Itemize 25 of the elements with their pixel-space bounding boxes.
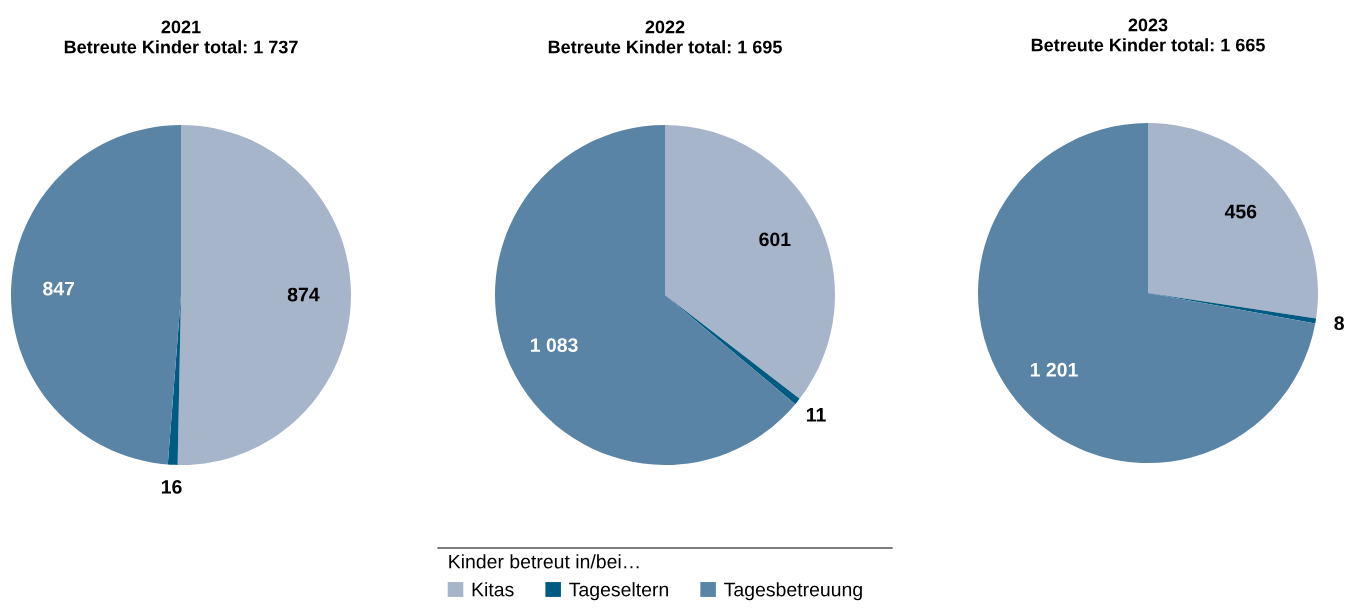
data-label: 11 (806, 408, 826, 422)
data-label: 1 083 (530, 338, 578, 352)
legend-label: Kitas (472, 582, 514, 597)
data-label: 1 201 (1030, 362, 1078, 377)
chart-subtitle: Betreute Kinder total: 1 695 (548, 40, 782, 54)
pie-slice (177, 125, 351, 465)
legend-title: Kinder betreut in/bei… (449, 554, 639, 569)
pie-slice (1148, 123, 1318, 319)
data-label: 874 (287, 287, 320, 302)
data-label: 847 (43, 281, 75, 296)
legend-label: Tagesbetreuung (724, 582, 862, 601)
chart-title: 2022 (645, 20, 685, 34)
data-label: 16 (161, 480, 182, 494)
legend-label: Tageseltern (569, 582, 668, 601)
pie-slice (665, 125, 835, 399)
chart-title: 2023 (1128, 18, 1168, 32)
pie-slice (978, 123, 1316, 463)
chart-subtitle: Betreute Kinder total: 1 737 (64, 40, 298, 54)
data-label: 456 (1224, 204, 1257, 219)
pie-slice (11, 125, 181, 465)
chart-subtitle: Betreute Kinder total: 1 665 (1031, 38, 1265, 52)
chart-title: 2021 (161, 20, 201, 34)
data-label: 601 (759, 232, 791, 247)
pie-slice (495, 125, 796, 465)
data-label: 8 (1334, 316, 1344, 331)
